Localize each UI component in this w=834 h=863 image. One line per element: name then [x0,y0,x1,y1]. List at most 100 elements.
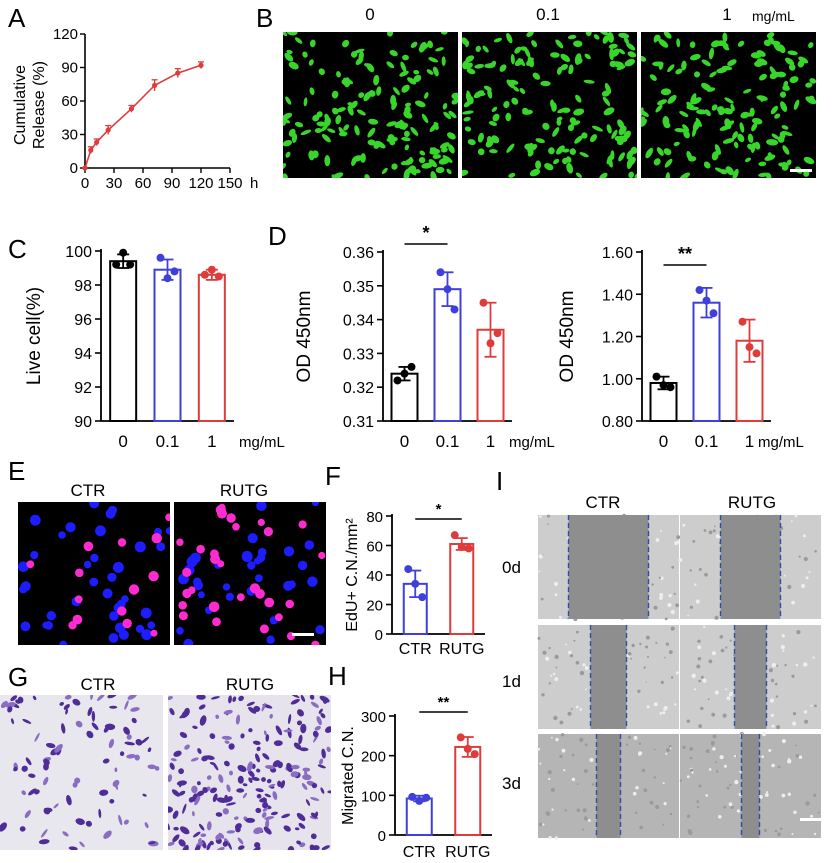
scratch-texture-0-1-10 [704,572,708,577]
nucleus-blue-1-4 [256,502,267,511]
scratch-texture-2-0-51 [665,752,668,755]
bar-f-1 [449,543,475,636]
chart-c: 90 92 94 96 98 100 0 0.1 1 mg/mL Live cell(%) [24,244,285,451]
migrated-cell-0-44 [99,789,109,796]
data-point-a-0 [82,165,88,171]
scratch-texture-0-0-64 [539,515,542,518]
nucleus-pink-1-24 [264,597,275,608]
scratch-texture-2-0-50 [550,787,555,792]
nucleus-blue-0-37 [134,541,146,553]
migrated-cell-0-60 [24,810,31,819]
cell-b2-81 [711,104,718,111]
y-tick-label-c-1: 92 [74,380,92,397]
cell-b1-44 [592,125,603,132]
migrated-cell-1-167 [315,811,319,817]
cell-b0-42 [286,49,293,55]
nucleus-blue-1-13 [222,583,231,591]
nucleus-pink-0-13 [68,621,77,630]
scratch-texture-1-1-22 [697,639,701,643]
scratch-texture-1-0-55 [548,682,551,685]
scratch-texture-0-1-13 [791,600,795,605]
migrated-cell-1-0 [206,775,212,780]
cell-b0-88 [284,52,294,62]
scratch-texture-1-1-60 [782,649,785,652]
cell-b1-128 [562,148,570,153]
cell-b1-29 [551,102,557,112]
scratch-texture-2-0-46 [545,811,550,815]
cell-b2-126 [782,86,790,91]
migrated-cell-1-36 [302,774,312,781]
migrated-cell-1-26 [287,846,295,850]
cell-b0-82 [291,133,298,143]
nucleus-pink-1-22 [249,583,260,594]
cell-b0-52 [448,144,455,154]
scratch-texture-2-0-35 [582,828,585,831]
cell-b1-138 [485,139,494,148]
cell-b0-133 [338,131,348,137]
migrated-cell-1-106 [235,714,241,725]
cell-b0-122 [435,166,445,174]
cell-b1-100 [557,108,567,114]
cell-b0-24 [391,163,398,170]
cell-b1-133 [489,149,498,154]
scratch-texture-0-1-36 [689,569,692,572]
scratch-texture-2-1-51 [698,784,702,788]
migrated-cell-0-76 [114,767,118,773]
migrated-cell-1-161 [168,822,170,831]
cell-b2-68 [716,67,728,74]
scratch-texture-1-1-59 [707,698,710,701]
cell-b0-27 [404,102,412,107]
cell-b2-135 [754,141,761,150]
migrated-cell-1-48 [225,802,236,806]
y-tick-label-a-3: 90 [61,60,78,77]
cell-b0-95 [283,112,293,120]
scratch-texture-1-0-56 [570,708,573,710]
migrated-cell-0-15 [108,738,115,749]
scratch-texture-1-1-64 [697,657,702,661]
cell-b1-114 [463,116,471,122]
scratch-texture-0-1-51 [698,568,702,571]
scratch-texture-2-0-67 [547,770,552,775]
scratch-texture-0-0-30 [660,576,664,580]
cell-b2-142 [737,133,745,143]
migrated-cell-1-201 [268,783,276,788]
cell-b1-63 [552,127,560,137]
scratch-texture-1-1-56 [791,674,795,678]
y-tick-label-d1-0: 0.31 [343,414,374,431]
data-point-d2-2-0 [738,317,747,326]
y-tick-label-c-0: 90 [74,414,92,431]
nucleus-blue-0-11 [107,572,117,582]
migrated-cell-1-105 [199,715,207,726]
cell-b2-33 [803,156,815,165]
migrated-cell-0-52 [53,803,59,809]
scratch-texture-0-1-69 [682,523,686,527]
scratch-texture-1-0-69 [665,642,670,646]
migrated-cell-1-138 [297,709,304,717]
cell-b0-130 [410,41,418,48]
cell-b2-149 [683,130,690,139]
migrated-cell-1-74 [218,774,224,783]
chart-h: 0 100 200 300 CTR RUTG Migrated C.N. ** [340,694,492,861]
cell-b1-40 [560,64,569,71]
cell-b1-89 [606,124,612,134]
scratch-texture-2-1-63 [787,759,792,764]
cell-b2-70 [641,118,647,127]
cell-b1-141 [555,39,564,49]
nucleus-blue-0-32 [95,525,106,537]
migrated-cell-1-158 [248,728,253,733]
cell-b1-118 [569,148,577,155]
nucleus-pink-1-3 [318,551,326,560]
nucleus-pink-0-1 [26,560,35,569]
migrated-cell-1-141 [294,827,300,831]
migrated-cell-0-4 [118,814,123,826]
cell-b1-136 [475,45,482,52]
scratch-texture-2-0-43 [639,825,643,830]
cell-b2-85 [673,141,680,147]
migrated-cell-1-53 [242,792,248,799]
scratch-texture-1-0-42 [655,641,658,644]
migrated-cell-0-88 [72,698,81,706]
nucleus-pink-0-5 [122,618,132,629]
x-tick-label-h-0: CTR [403,844,436,861]
cell-b2-133 [769,75,777,80]
cell-b2-1 [682,124,690,132]
